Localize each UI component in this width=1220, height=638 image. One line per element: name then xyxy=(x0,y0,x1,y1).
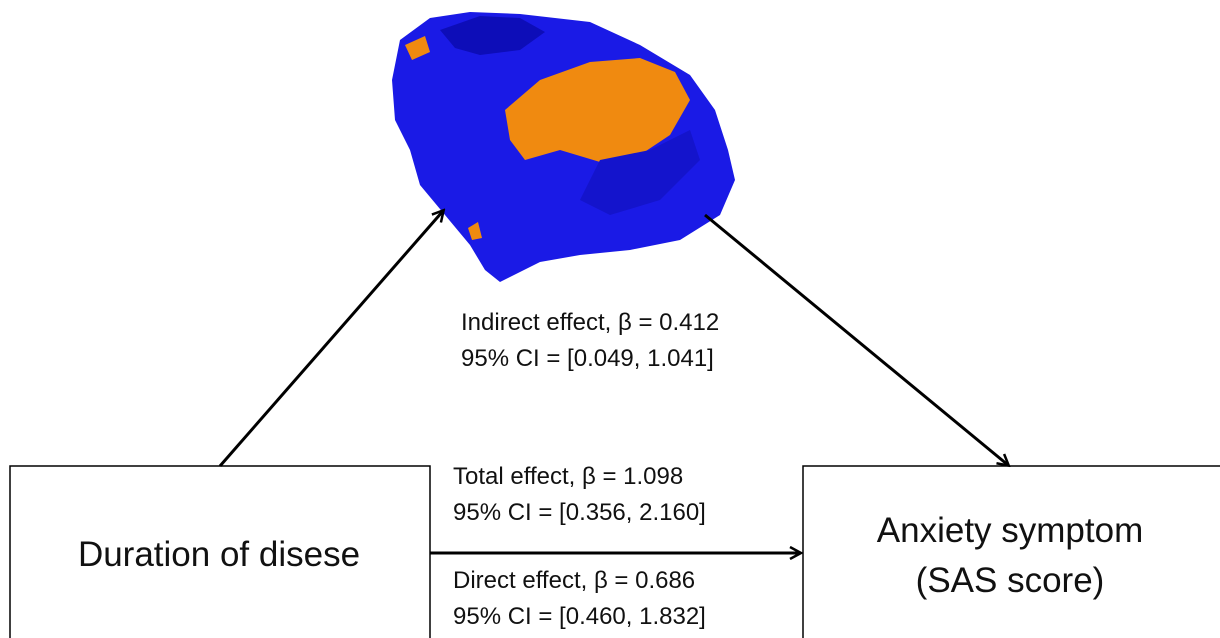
node-label: Anxiety symptom xyxy=(877,511,1143,550)
ci-label: 95% CI = [0.460, 1.832] xyxy=(453,603,706,630)
arrow xyxy=(705,215,1008,465)
ci-label: 95% CI = [0.356, 2.160] xyxy=(453,499,706,526)
effect-label: Total effect, β = 1.098 xyxy=(453,463,683,490)
effect-label: Direct effect, β = 0.686 xyxy=(453,567,695,594)
arrow xyxy=(220,211,443,466)
effect-label: Indirect effect, β = 0.412 xyxy=(461,309,719,336)
page: Duration of disese Anxiety symptom (SAS … xyxy=(0,0,1220,638)
node-label: (SAS score) xyxy=(916,561,1105,600)
ci-label: 95% CI = [0.049, 1.041] xyxy=(461,345,714,372)
node-label: Duration of disese xyxy=(78,535,360,574)
brain-image xyxy=(392,12,735,282)
node-box xyxy=(803,466,1220,638)
diagram: Duration of disese Anxiety symptom (SAS … xyxy=(0,0,1220,638)
